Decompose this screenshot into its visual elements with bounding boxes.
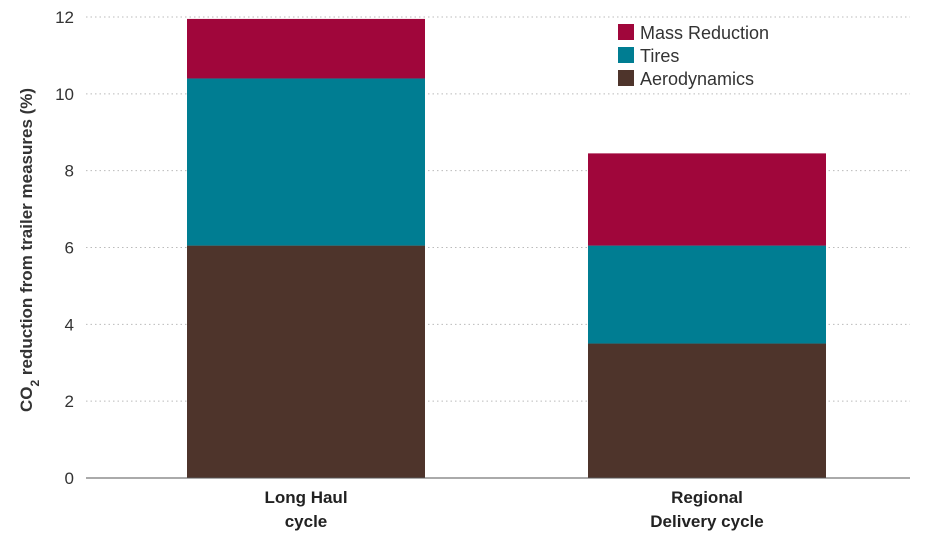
legend-swatch-mass-reduction xyxy=(618,24,634,40)
y-tick-label-12: 12 xyxy=(55,8,74,27)
x-axis-labels: Long Haul cycle Regional Delivery cycle xyxy=(264,488,763,531)
x-category-label-2-line-2: Delivery cycle xyxy=(650,512,763,531)
bar-tires-1 xyxy=(187,78,425,246)
y-axis-title-prefix: CO xyxy=(17,387,36,413)
y-tick-label-4: 4 xyxy=(65,315,74,334)
y-tick-label-10: 10 xyxy=(55,85,74,104)
y-tick-label-0: 0 xyxy=(65,469,74,488)
x-category-label-1-line-2: cycle xyxy=(285,512,328,531)
bar-aerodynamics-2 xyxy=(588,343,826,478)
bar-tires-2 xyxy=(588,245,826,344)
bar-mass-reduction-1 xyxy=(187,18,425,79)
bar-mass-reduction-2 xyxy=(588,153,826,246)
legend-label-tires: Tires xyxy=(640,46,679,66)
bars xyxy=(187,18,826,478)
y-tick-label-8: 8 xyxy=(65,162,74,181)
y-tick-label-2: 2 xyxy=(65,392,74,411)
legend-label-aerodynamics: Aerodynamics xyxy=(640,69,754,89)
y-tick-label-6: 6 xyxy=(65,239,74,258)
bar-aerodynamics-1 xyxy=(187,245,425,478)
x-category-label-2-line-1: Regional xyxy=(671,488,743,507)
x-category-label-1-line-1: Long Haul xyxy=(264,488,347,507)
y-axis-title-rest: reduction from trailer measures (%) xyxy=(17,88,36,380)
legend-swatch-aerodynamics xyxy=(618,70,634,86)
legend-swatch-tires xyxy=(618,47,634,63)
y-axis-ticks: 0 2 4 6 8 10 12 xyxy=(55,8,74,488)
legend: Mass Reduction Tires Aerodynamics xyxy=(618,23,769,89)
legend-label-mass-reduction: Mass Reduction xyxy=(640,23,769,43)
y-axis-title: CO2 reduction from trailer measures (%) xyxy=(17,88,42,412)
y-axis-title-subscript: 2 xyxy=(28,380,42,387)
